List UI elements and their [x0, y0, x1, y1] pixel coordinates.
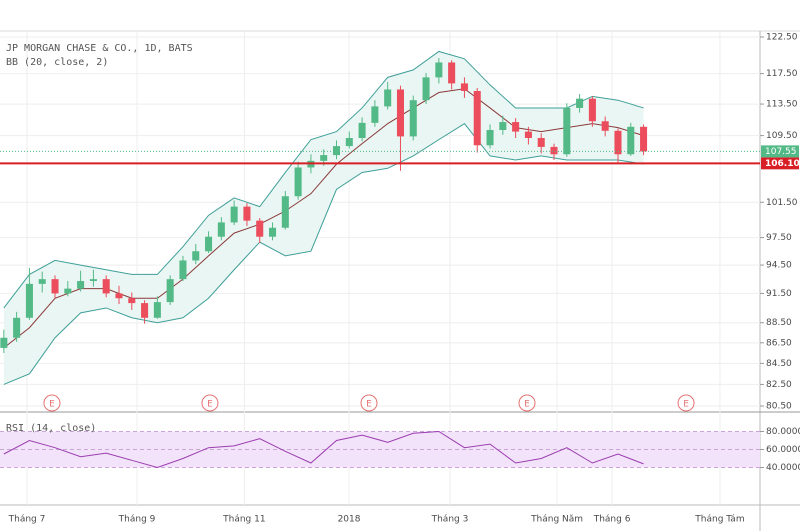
x-tick-label: Tháng 11 [222, 515, 265, 525]
x-tick-label: Tháng 6 [593, 515, 631, 525]
candle-body [179, 260, 187, 280]
candle-body [486, 129, 494, 146]
candle-body [614, 130, 622, 155]
y-tick-label: 84.50 [766, 359, 792, 369]
candle-body [460, 83, 468, 91]
y-tick-label: 97.50 [766, 233, 792, 243]
last-price-box [761, 145, 799, 158]
candle-body [294, 167, 302, 197]
candle-body [448, 62, 456, 84]
candle-body [320, 155, 328, 161]
band-lower [3, 122, 644, 385]
band-fill [3, 51, 644, 385]
candle-body [38, 279, 46, 284]
y-tick-label: 117.50 [766, 69, 798, 79]
y-tick-label: 122.50 [766, 33, 798, 43]
candle-body [192, 251, 200, 261]
x-tick-label: Tháng 3 [431, 515, 469, 525]
candle-body [422, 77, 430, 101]
candle-body [345, 138, 353, 147]
plot-layer: Tháng 7 Tháng 9 Tháng 11 2018 Tháng 3 Tháng N… [0, 31, 800, 525]
candle-body [358, 122, 366, 139]
earnings-marker [360, 394, 378, 412]
earnings-marker [518, 394, 536, 412]
x-tick-label: 2018 [338, 515, 361, 525]
x-tick-label: Tháng Năm [530, 515, 583, 525]
candle-body [205, 236, 213, 252]
candle-body [0, 337, 8, 348]
rsi-title: RSI (14, close) [6, 423, 96, 434]
rsi-line [3, 430, 644, 469]
candle-body [409, 100, 417, 137]
candle-body [256, 220, 264, 237]
alert-label: 106.10 [765, 159, 800, 169]
y-tick-label: 94.50 [766, 261, 792, 271]
y-tick-label: 91.50 [766, 289, 792, 299]
candle-body [230, 206, 238, 223]
earnings-label: E [49, 400, 55, 410]
candle-body [371, 106, 379, 123]
earnings-label: E [524, 400, 530, 410]
candle-body [396, 89, 404, 137]
band-middle [3, 88, 644, 349]
earnings-marker [43, 394, 61, 412]
candle-body [435, 62, 443, 78]
candle-body [281, 196, 289, 228]
earnings-label: E [683, 400, 689, 410]
candle-body [102, 279, 110, 294]
y-tick-label: 109.50 [766, 131, 798, 141]
candle-body [473, 90, 481, 146]
candle-body [77, 281, 85, 289]
chart-title: JP MORGAN CHASE & CO., 1D, BATS [6, 43, 193, 54]
candle-body [13, 317, 21, 338]
y-tick-label: 60.0000 [766, 445, 800, 455]
x-tick-label: Tháng 9 [118, 515, 156, 525]
y-tick-label: 88.50 [766, 318, 792, 328]
y-tick-label: 40.0000 [766, 463, 800, 473]
candle-body [588, 98, 596, 122]
band-upper [3, 50, 644, 309]
candle-body [115, 293, 123, 299]
x-tick-label: Tháng Tám [694, 515, 744, 525]
candle-body [512, 122, 520, 132]
candle-body [243, 206, 251, 221]
candle-body [25, 283, 33, 318]
earnings-label: E [366, 400, 372, 410]
earnings-marker [677, 394, 695, 412]
candle-body [640, 126, 648, 152]
candle-body [499, 122, 507, 130]
y-tick-label: 80.50 [766, 402, 792, 412]
y-tick-label: 86.50 [766, 338, 792, 348]
y-tick-label: 101.50 [766, 198, 798, 208]
earnings-label: E [207, 400, 213, 410]
candle-body [627, 126, 635, 155]
y-tick-label: 82.50 [766, 380, 792, 390]
candle-body [537, 138, 545, 147]
candle-body [141, 303, 149, 318]
candle-body [563, 107, 571, 155]
candle-body [89, 279, 97, 282]
y-tick-label: 80.0000 [766, 427, 800, 437]
candle-body [601, 121, 609, 131]
candle-body [269, 227, 277, 237]
alert-label-box [761, 157, 799, 170]
candle-body [153, 302, 161, 318]
candle-body [524, 131, 532, 139]
last-price-label: 107.55 [765, 147, 797, 157]
candle-body [128, 298, 136, 304]
candle-body [332, 146, 341, 156]
indicator-label: BB (20, close, 2) [6, 57, 108, 68]
candle-body [51, 279, 59, 294]
candle-body [576, 98, 584, 108]
earnings-marker [201, 394, 219, 412]
x-tick-label: Tháng 7 [8, 515, 46, 525]
candle-body [384, 89, 392, 107]
candle-body [550, 146, 558, 155]
candle-body [166, 279, 174, 303]
candle-body [217, 222, 225, 237]
y-tick-label: 113.50 [766, 100, 798, 110]
candle-body [64, 288, 72, 294]
